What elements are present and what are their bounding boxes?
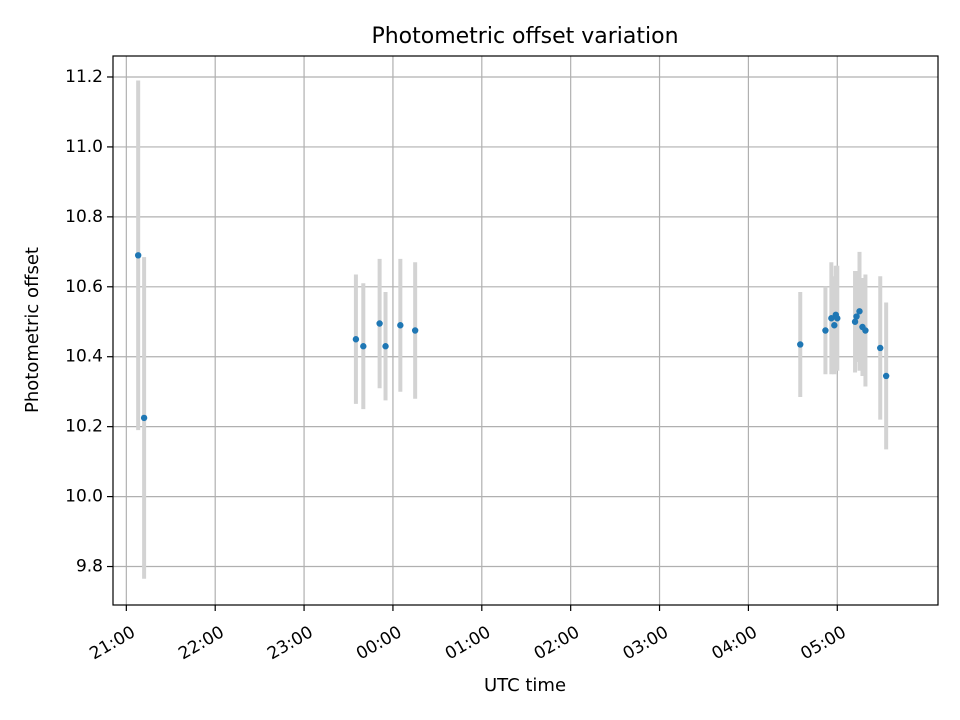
y-tick-label: 10.4 [65, 347, 103, 367]
x-tick-label: 00:00 [353, 622, 405, 664]
chart-title: Photometric offset variation [371, 24, 678, 49]
y-tick-label: 10.8 [65, 207, 103, 227]
x-tick-label: 05:00 [797, 622, 849, 664]
y-tick-label: 9.8 [76, 557, 103, 577]
data-point [140, 414, 148, 422]
x-tick-label: 04:00 [708, 622, 760, 664]
y-tick-label: 11.0 [65, 137, 103, 157]
data-point [352, 336, 360, 343]
grid [113, 56, 938, 605]
data-point [376, 320, 383, 327]
data-point [862, 327, 869, 334]
y-tick-label: 11.2 [65, 67, 103, 87]
y-axis-label: Photometric offset [22, 247, 43, 413]
y-tick-label: 10.6 [65, 277, 103, 297]
data-point [834, 315, 841, 322]
data-point [851, 318, 859, 325]
data-point [877, 344, 884, 352]
data-point [397, 322, 404, 329]
data-point [411, 327, 419, 334]
plot-frame [112, 55, 939, 606]
x-tick-label: 21:00 [86, 622, 138, 664]
data-point [856, 308, 863, 315]
points [134, 252, 890, 422]
x-tick-label: 01:00 [442, 622, 494, 664]
data-point [382, 343, 389, 350]
y-tick-label: 10.2 [65, 417, 103, 437]
data-point [882, 372, 890, 380]
y-tick-label: 10.0 [65, 487, 103, 507]
data-point [134, 252, 142, 259]
data-point [797, 341, 804, 348]
x-tick-label: 23:00 [264, 622, 316, 664]
errorbars [136, 80, 889, 579]
data-point [822, 327, 829, 334]
y-ticks: 9.8 10.0 10.2 10.4 10.6 10.8 11.0 11.2 [65, 67, 113, 577]
data-point [360, 343, 367, 350]
x-tick-label: 02:00 [531, 622, 583, 664]
x-tick-label: 22:00 [175, 622, 227, 664]
x-axis-label: UTC time [484, 675, 566, 696]
x-tick-label: 03:00 [620, 622, 672, 664]
data-point [831, 322, 838, 329]
data-point [853, 313, 860, 320]
x-ticks: 21:00 22:00 23:00 00:00 01:00 02:00 03:00 04:00… [86, 605, 850, 664]
data-point [828, 315, 835, 322]
